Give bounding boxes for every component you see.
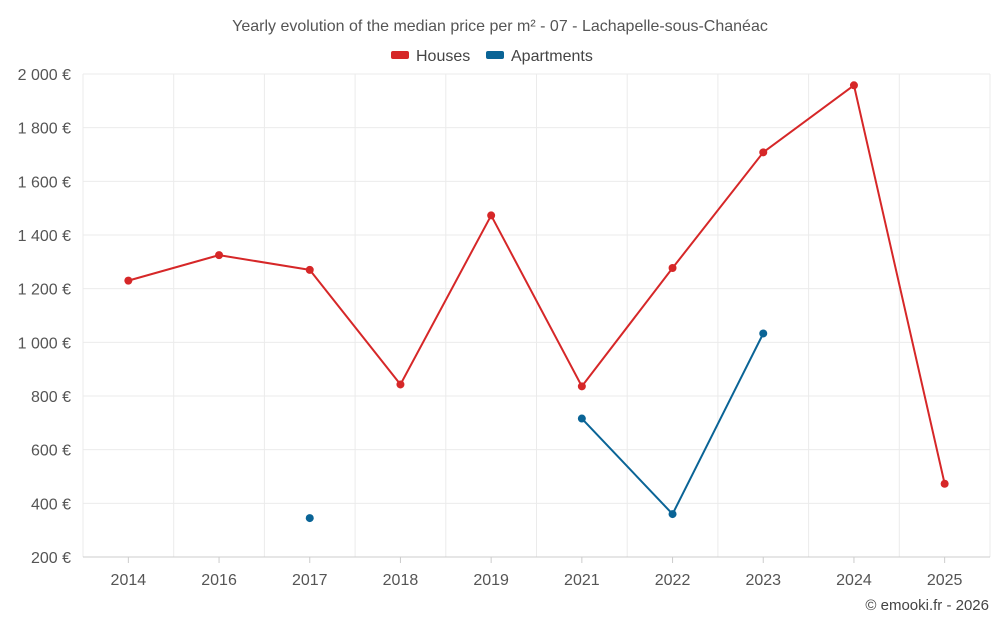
series-houses [124, 81, 949, 488]
data-point-apartments[interactable] [577, 414, 586, 423]
legend-item-houses[interactable]: Houses [391, 48, 470, 65]
y-tick-label: 800 € [31, 389, 71, 406]
data-point-houses[interactable] [215, 251, 224, 260]
data-point-houses[interactable] [849, 81, 858, 90]
data-point-houses[interactable] [940, 479, 949, 488]
chart-title: Yearly evolution of the median price per… [232, 18, 768, 35]
grid [82, 73, 991, 558]
y-tick-label: 1 600 € [18, 174, 71, 191]
legend-item-apartments[interactable]: Apartments [486, 48, 593, 65]
credit-text: © emooki.fr - 2026 [865, 597, 989, 614]
y-tick-label: 1 000 € [18, 335, 71, 352]
x-tick-label: 2018 [383, 572, 419, 589]
y-tick-label: 1 800 € [18, 121, 71, 138]
y-tick-label: 400 € [31, 496, 71, 513]
data-point-houses[interactable] [305, 265, 314, 274]
data-point-houses[interactable] [396, 380, 405, 389]
x-tick-label: 2025 [927, 572, 963, 589]
x-tick-label: 2021 [564, 572, 600, 589]
y-tick-label: 600 € [31, 443, 71, 460]
legend-label-houses: Houses [416, 48, 470, 65]
x-tick-label: 2017 [292, 572, 328, 589]
y-tick-label: 1 200 € [18, 282, 71, 299]
legend-swatch-houses [391, 51, 409, 59]
x-tick-label: 2016 [201, 572, 237, 589]
y-tick-label: 200 € [31, 550, 71, 567]
data-point-houses[interactable] [487, 211, 496, 220]
data-point-houses[interactable] [668, 264, 677, 273]
series [124, 81, 949, 523]
x-tick-label: 2023 [745, 572, 781, 589]
series-apartments [305, 329, 768, 523]
y-axis: 200 € 400 € 600 € 800 € 1 000 € 1 200 € 1 400 … [18, 67, 71, 567]
y-tick-label: 2 000 € [18, 67, 71, 84]
x-axis: 2014 2016 2017 2018 2019 2021 2022 2023 2024 2025 [83, 556, 990, 589]
data-point-apartments[interactable] [305, 514, 314, 523]
legend-label-apartments: Apartments [511, 48, 593, 65]
data-point-houses[interactable] [124, 276, 133, 285]
data-point-apartments[interactable] [668, 510, 677, 519]
y-tick-label: 1 400 € [18, 228, 71, 245]
series-line-houses [128, 84, 946, 484]
x-tick-label: 2024 [836, 572, 872, 589]
x-tick-label: 2014 [111, 572, 147, 589]
series-line-apartments [581, 333, 765, 516]
data-point-houses[interactable] [759, 148, 768, 157]
data-point-apartments[interactable] [759, 329, 768, 338]
legend-swatch-apartments [486, 51, 504, 59]
x-tick-label: 2022 [655, 572, 691, 589]
data-point-houses[interactable] [577, 382, 586, 391]
x-tick-label: 2019 [473, 572, 509, 589]
legend: Houses Apartments [391, 48, 593, 65]
